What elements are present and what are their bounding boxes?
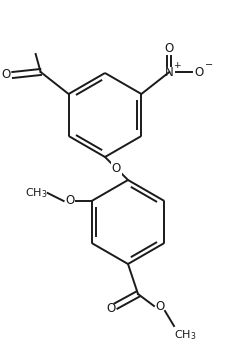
Text: O: O: [111, 162, 121, 175]
Text: CH$_3$: CH$_3$: [173, 328, 196, 342]
Text: O: O: [106, 302, 115, 315]
Text: +: +: [172, 61, 179, 69]
Text: O: O: [1, 69, 10, 82]
Text: CH$_3$: CH$_3$: [25, 186, 47, 200]
Text: O: O: [194, 65, 203, 78]
Text: N: N: [164, 65, 173, 78]
Text: O: O: [65, 195, 74, 207]
Text: O: O: [155, 300, 164, 313]
Text: O: O: [164, 43, 173, 56]
Text: −: −: [204, 60, 212, 70]
